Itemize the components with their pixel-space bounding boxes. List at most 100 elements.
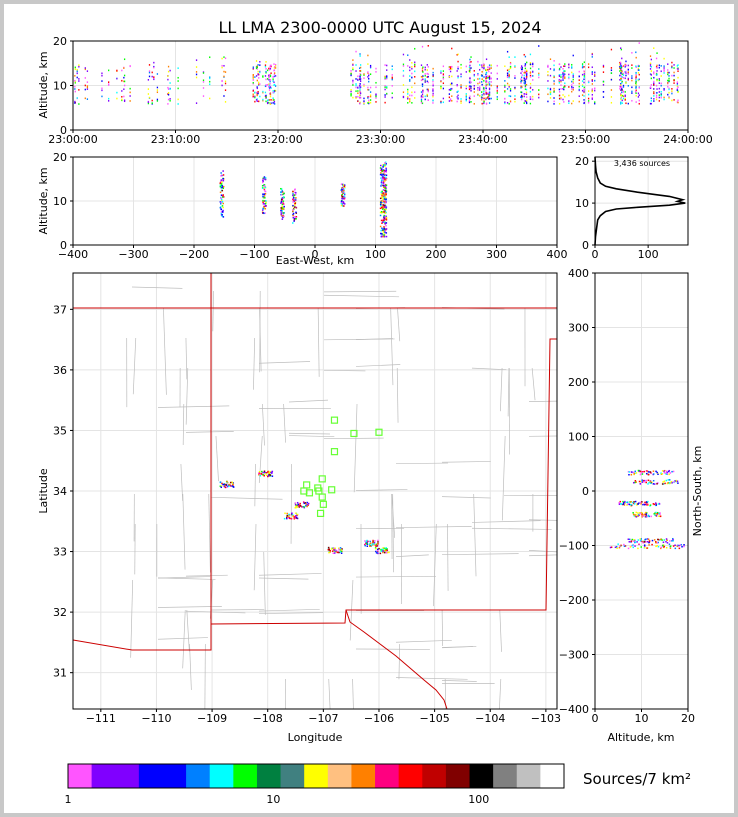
time-height-source	[442, 73, 445, 75]
time-height-source	[547, 100, 549, 103]
time-height-source	[359, 64, 362, 66]
time-height-source	[273, 67, 276, 69]
time-height-source	[673, 64, 675, 66]
time-height-source	[610, 78, 613, 81]
county-line	[328, 678, 331, 709]
time-height-source	[490, 81, 492, 83]
plan-view-xlabel: Longitude	[288, 731, 343, 744]
time-height-source	[667, 79, 669, 82]
ns-source	[633, 515, 636, 517]
time-height-source	[583, 102, 585, 105]
plan-source	[336, 551, 339, 554]
time-height-source	[460, 75, 462, 78]
time-height-source	[223, 75, 225, 78]
ew-source	[385, 192, 387, 195]
time-height-source	[147, 102, 150, 105]
time-height-source	[627, 73, 629, 75]
ew-source	[381, 168, 383, 170]
ns-source	[649, 504, 652, 506]
time-height-source	[101, 89, 103, 92]
time-height-source	[121, 98, 123, 101]
time-height-source	[631, 90, 633, 93]
ns-source	[632, 471, 635, 474]
time-height-source	[167, 65, 170, 68]
time-height-source	[558, 79, 561, 82]
ns-source	[644, 512, 647, 515]
ns-source	[645, 470, 648, 472]
time-height-source	[627, 68, 629, 71]
ew-source	[381, 173, 383, 175]
county-line	[441, 646, 473, 649]
plan-source	[383, 547, 385, 550]
time-height-source	[523, 93, 525, 95]
time-height-source	[151, 102, 153, 105]
ns-source	[635, 511, 638, 514]
time-height-source	[352, 96, 354, 99]
time-height-source	[355, 50, 357, 53]
time-height-source	[272, 99, 274, 101]
plan-source	[224, 486, 227, 489]
time-height-source	[221, 57, 223, 60]
time-height-source	[470, 90, 472, 92]
ns-source	[642, 503, 644, 506]
time-height-source	[355, 70, 357, 72]
ew-source	[379, 203, 382, 206]
ew-source	[262, 181, 264, 184]
ns-source	[653, 483, 656, 485]
time-height-source	[504, 80, 506, 82]
time-height-source	[414, 82, 416, 85]
time-height-source	[252, 67, 254, 70]
ns-source	[665, 473, 667, 475]
time-height-source	[411, 65, 413, 68]
time-height-source	[496, 92, 498, 94]
time-height-source	[254, 91, 256, 94]
time-height-source	[123, 58, 126, 61]
time-height-source	[108, 83, 110, 85]
time-height-source	[481, 71, 483, 73]
ns-source	[635, 472, 638, 474]
time-height-source	[549, 93, 552, 95]
time-height-source	[509, 95, 512, 98]
time-height-source	[620, 69, 623, 71]
time-height-source	[468, 86, 471, 89]
ew-source	[342, 187, 344, 190]
ns-source	[659, 539, 661, 541]
ns-tick-label: 100	[568, 431, 589, 444]
time-height-source	[421, 67, 424, 70]
time-height-source	[108, 100, 110, 102]
time-height-source	[432, 99, 434, 102]
time-height-source	[564, 63, 566, 65]
time-height-source	[671, 90, 673, 92]
time-height-source	[649, 62, 652, 65]
county-line	[185, 610, 246, 614]
time-height-source	[129, 95, 131, 97]
colorbar-cell	[138, 764, 163, 788]
time-height-source	[367, 63, 369, 65]
time-height-source	[272, 78, 274, 80]
time-height-source	[638, 86, 640, 89]
ns-source	[632, 481, 635, 484]
time-height-source	[224, 80, 227, 83]
time-height-source	[432, 71, 434, 74]
time-height-source	[123, 76, 125, 79]
time-height-source	[621, 88, 623, 90]
time-height-source	[407, 93, 409, 95]
county-line	[157, 405, 230, 408]
time-height-source	[432, 83, 434, 86]
time-height-source	[451, 75, 453, 78]
time-height-source	[256, 87, 258, 90]
ew-tick-label: −200	[179, 248, 209, 261]
time-height-source	[402, 84, 405, 86]
time-height-source	[422, 75, 424, 77]
time-height-source	[658, 66, 660, 69]
time-height-source	[487, 96, 489, 99]
ew-source	[342, 189, 345, 192]
time-height-source	[147, 79, 150, 81]
time-height-source	[359, 73, 361, 75]
ew-source	[292, 190, 294, 193]
time-height-source	[553, 68, 555, 71]
ew-source	[384, 179, 386, 181]
time-height-source	[255, 98, 258, 101]
county-line	[204, 643, 206, 709]
time-height-source	[167, 98, 170, 101]
